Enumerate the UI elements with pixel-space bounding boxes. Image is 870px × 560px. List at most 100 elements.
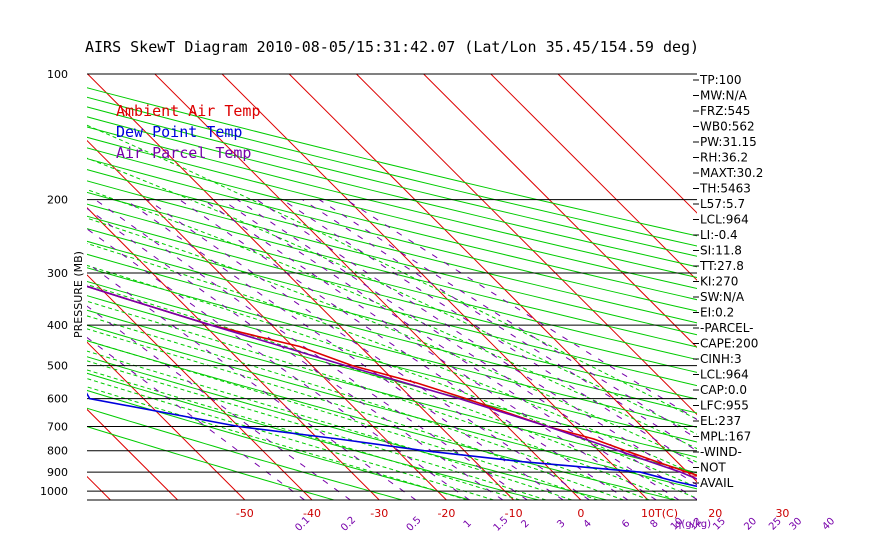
- mixing-ratio-line: [202, 199, 657, 500]
- index-label: TH:5463: [699, 182, 751, 196]
- isotherm-line: [288, 74, 697, 483]
- index-label: SI:11.8: [700, 244, 742, 258]
- temp-bottom-tick-label: -10: [505, 507, 523, 520]
- index-label: AVAIL: [700, 476, 734, 490]
- index-label: TT:27.8: [699, 259, 744, 273]
- index-label: -WIND-: [700, 445, 742, 459]
- ambient-air-temp-line: [87, 285, 697, 477]
- index-label: LFC:955: [700, 399, 749, 413]
- index-label: LCL:964: [700, 213, 749, 227]
- moist-adiabat-line: [87, 217, 697, 463]
- mixing-ratio-tick-label: 0.5: [405, 515, 424, 534]
- dry-adiabat-line: [87, 340, 675, 500]
- dry-adiabat-line: [87, 158, 697, 312]
- moist-adiabat-line: [87, 369, 520, 500]
- mixing-ratio-tick-label: 1: [462, 518, 474, 530]
- temp-bottom-tick-label: 0: [577, 507, 584, 520]
- dew-point-temp-line: [87, 392, 697, 488]
- index-label: MW:N/A: [700, 89, 748, 103]
- dry-adiabat-line: [87, 356, 607, 500]
- isotherm-line: [490, 74, 697, 281]
- pressure-tick-label: 1000: [40, 485, 68, 498]
- dry-adiabat-line: [87, 253, 697, 414]
- dry-adiabat-line: [87, 267, 697, 428]
- index-label: LI:-0.4: [700, 228, 738, 242]
- moist-adiabat-line: [87, 157, 697, 435]
- index-label: SW:N/A: [700, 290, 745, 304]
- mixing-ratio-line: [147, 199, 590, 500]
- pressure-tick-label: 200: [47, 194, 68, 207]
- temp-bottom-tick-label: 20: [708, 507, 722, 520]
- profiles: [87, 285, 697, 488]
- mixing-ratio-tick-label: 0.2: [339, 515, 358, 534]
- index-label: WB0:562: [700, 120, 755, 134]
- legend-entry: Dew Point Temp: [116, 123, 242, 141]
- index-label: RH:36.2: [700, 151, 748, 165]
- index-label: L57:5.7: [700, 197, 745, 211]
- pressure-tick-label: 600: [47, 393, 68, 406]
- grid-lines: [87, 74, 697, 500]
- moist-adiabat-line: [87, 300, 676, 500]
- pressure-tick-label: 400: [47, 319, 68, 332]
- temp-bottom-tick-label: -20: [437, 507, 455, 520]
- index-label: LCL:964: [700, 368, 749, 382]
- mixing-ratio-tick-label: 4: [582, 518, 594, 530]
- pressure-tick-label: 300: [47, 267, 68, 280]
- dry-adiabat-line: [87, 169, 697, 324]
- index-label: MPL:167: [700, 430, 751, 444]
- isotherm-line: [557, 74, 697, 214]
- temp-bottom-tick-label: 10: [641, 507, 655, 520]
- mixing-ratio-tick-label: 20: [742, 516, 759, 533]
- isotherm-line: [87, 341, 246, 500]
- index-label: MAXT:30.2: [700, 166, 763, 180]
- isotherm-line: [423, 74, 697, 349]
- temp-bottom-tick-label: -30: [370, 507, 388, 520]
- chart-title: AIRS SkewT Diagram 2010-08-05/15:31:42.0…: [85, 38, 699, 56]
- dry-adiabat-line: [87, 389, 471, 500]
- pressure-tick-label: 900: [47, 466, 68, 479]
- dry-adiabat-line: [87, 228, 697, 387]
- dry-adiabat-line: [87, 280, 697, 443]
- dry-adiabat-line: [87, 215, 697, 373]
- index-label: EI:0.2: [700, 306, 734, 320]
- moist-adiabat-line: [87, 328, 624, 500]
- dry-adiabat-line: [87, 203, 697, 361]
- isotherm-line: [87, 207, 380, 500]
- moist-adiabat-line: [87, 360, 547, 500]
- mixing-ratio-tick-label: 6: [620, 518, 632, 530]
- index-label: KI:270: [700, 275, 738, 289]
- index-label: PW:31.15: [700, 135, 757, 149]
- temp-bottom-tick-label: 30: [775, 507, 789, 520]
- mixing-ratio-line: [221, 199, 680, 500]
- pressure-tick-label: 100: [47, 68, 68, 81]
- index-label: TP:100: [699, 73, 742, 87]
- isobars: 100 200 300 400 500 600 700 800 900 1000: [40, 68, 697, 501]
- mixing-ratio-line: [87, 336, 305, 500]
- pressure-tick-label: 800: [47, 445, 68, 458]
- index-label: -PARCEL-: [700, 321, 754, 335]
- moist-adiabat-line: [87, 124, 697, 420]
- moist-adiabat-line: [87, 242, 697, 476]
- pressure-tick-label: 500: [47, 360, 68, 373]
- moist-adiabat-line: [87, 378, 494, 500]
- isotherm-line: [221, 74, 649, 500]
- isotherm-line: [87, 274, 313, 500]
- legend-entry: Air Parcel Temp: [116, 144, 251, 162]
- index-label: NOT: [700, 461, 726, 475]
- dry-adiabat-line: [87, 191, 697, 348]
- dry-adiabat-line: [87, 136, 697, 289]
- dry-adiabat-line: [87, 96, 697, 247]
- dry-adiabat-line: [87, 126, 697, 279]
- legend-entry: Ambient Air Temp: [116, 102, 261, 120]
- mixing-ratio-tick-label: 3: [555, 518, 567, 530]
- isotherm-line: [356, 74, 697, 416]
- legend: Ambient Air Temp Dew Point Temp Air Parcel…: [116, 102, 261, 162]
- mixing-ratio-line: [87, 207, 504, 500]
- moist-adiabat-line: [87, 315, 650, 500]
- mixing-ratio-tick-label: 2: [519, 518, 531, 530]
- mixing-ratio-line: [125, 199, 564, 500]
- moist-adiabat-line: [87, 340, 598, 500]
- dry-adiabat-line: [87, 426, 335, 500]
- dry-adiabat-line: [87, 240, 697, 400]
